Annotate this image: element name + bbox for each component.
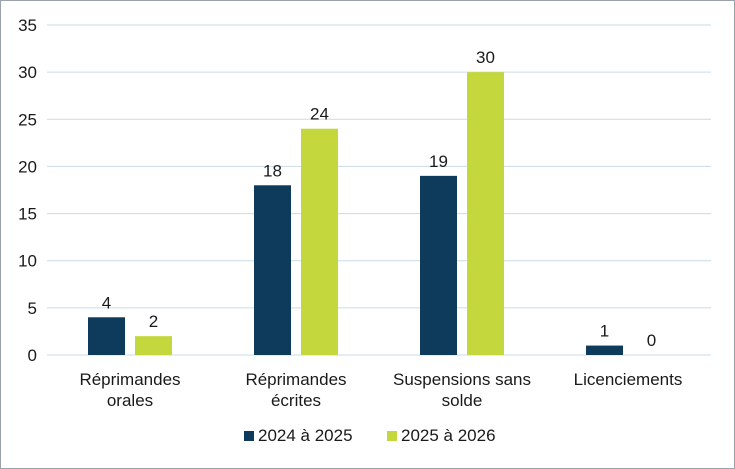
- legend-swatch: [387, 431, 397, 441]
- y-tick-label: 0: [28, 346, 37, 365]
- x-category-label: Réprimandes orales: [79, 370, 180, 410]
- bar-2: [135, 336, 172, 355]
- bar-1: [254, 185, 291, 355]
- bar-1: [420, 175, 457, 355]
- data-label: 30: [476, 48, 495, 67]
- y-tick-label: 30: [18, 63, 37, 82]
- bar-2: [467, 72, 504, 356]
- data-label: 18: [263, 161, 282, 180]
- data-label: 4: [102, 293, 111, 312]
- x-category-label: Suspensions sans solde: [393, 370, 531, 410]
- legend-label: 2025 à 2026: [401, 426, 496, 445]
- data-label: 24: [310, 105, 329, 124]
- y-tick-label: 10: [18, 252, 37, 271]
- bar-2: [301, 128, 338, 355]
- data-label: 1: [600, 322, 609, 341]
- legend-label: 2024 à 2025: [258, 426, 353, 445]
- legend-swatch: [244, 431, 254, 441]
- data-label: 0: [647, 331, 656, 350]
- y-tick-label: 25: [18, 110, 37, 129]
- bar-1: [586, 345, 623, 355]
- y-tick-label: 35: [18, 16, 37, 35]
- data-label: 19: [429, 152, 448, 171]
- y-tick-label: 20: [18, 157, 37, 176]
- y-tick-label: 15: [18, 205, 37, 224]
- x-category-label: Licenciements: [574, 370, 683, 389]
- y-tick-label: 5: [28, 299, 37, 318]
- data-label: 2: [149, 312, 158, 331]
- x-category-label: Réprimandes écrites: [245, 370, 346, 410]
- bar-1: [88, 317, 125, 355]
